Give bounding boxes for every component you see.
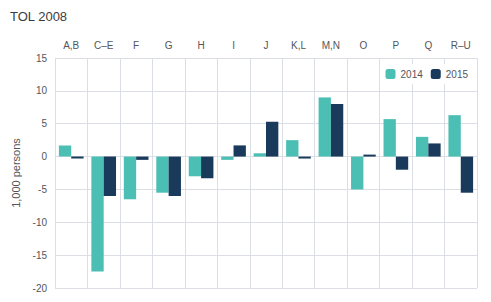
svg-text:0: 0 [41,151,47,162]
svg-text:15: 15 [36,53,48,64]
svg-text:2015: 2015 [446,69,469,80]
svg-text:1,000 persons: 1,000 persons [10,138,22,208]
svg-text:J: J [264,40,269,51]
svg-text:I: I [232,40,235,51]
svg-text:K,L: K,L [291,40,306,51]
svg-text:A,B: A,B [63,40,79,51]
svg-text:F: F [133,40,139,51]
svg-text:C–E: C–E [94,40,114,51]
svg-text:H: H [197,40,204,51]
svg-text:M,N: M,N [322,40,340,51]
svg-text:2014: 2014 [401,69,424,80]
svg-text:P: P [393,40,400,51]
svg-text:-15: -15 [33,250,48,261]
svg-text:5: 5 [41,118,47,129]
svg-text:R–U: R–U [451,40,471,51]
svg-text:TOL 2008: TOL 2008 [10,9,67,24]
svg-text:-10: -10 [33,217,48,228]
svg-text:10: 10 [36,85,48,96]
svg-text:-5: -5 [38,184,47,195]
svg-text:G: G [165,40,173,51]
svg-text:Q: Q [424,40,432,51]
svg-text:-20: -20 [33,283,48,294]
svg-text:O: O [359,40,367,51]
